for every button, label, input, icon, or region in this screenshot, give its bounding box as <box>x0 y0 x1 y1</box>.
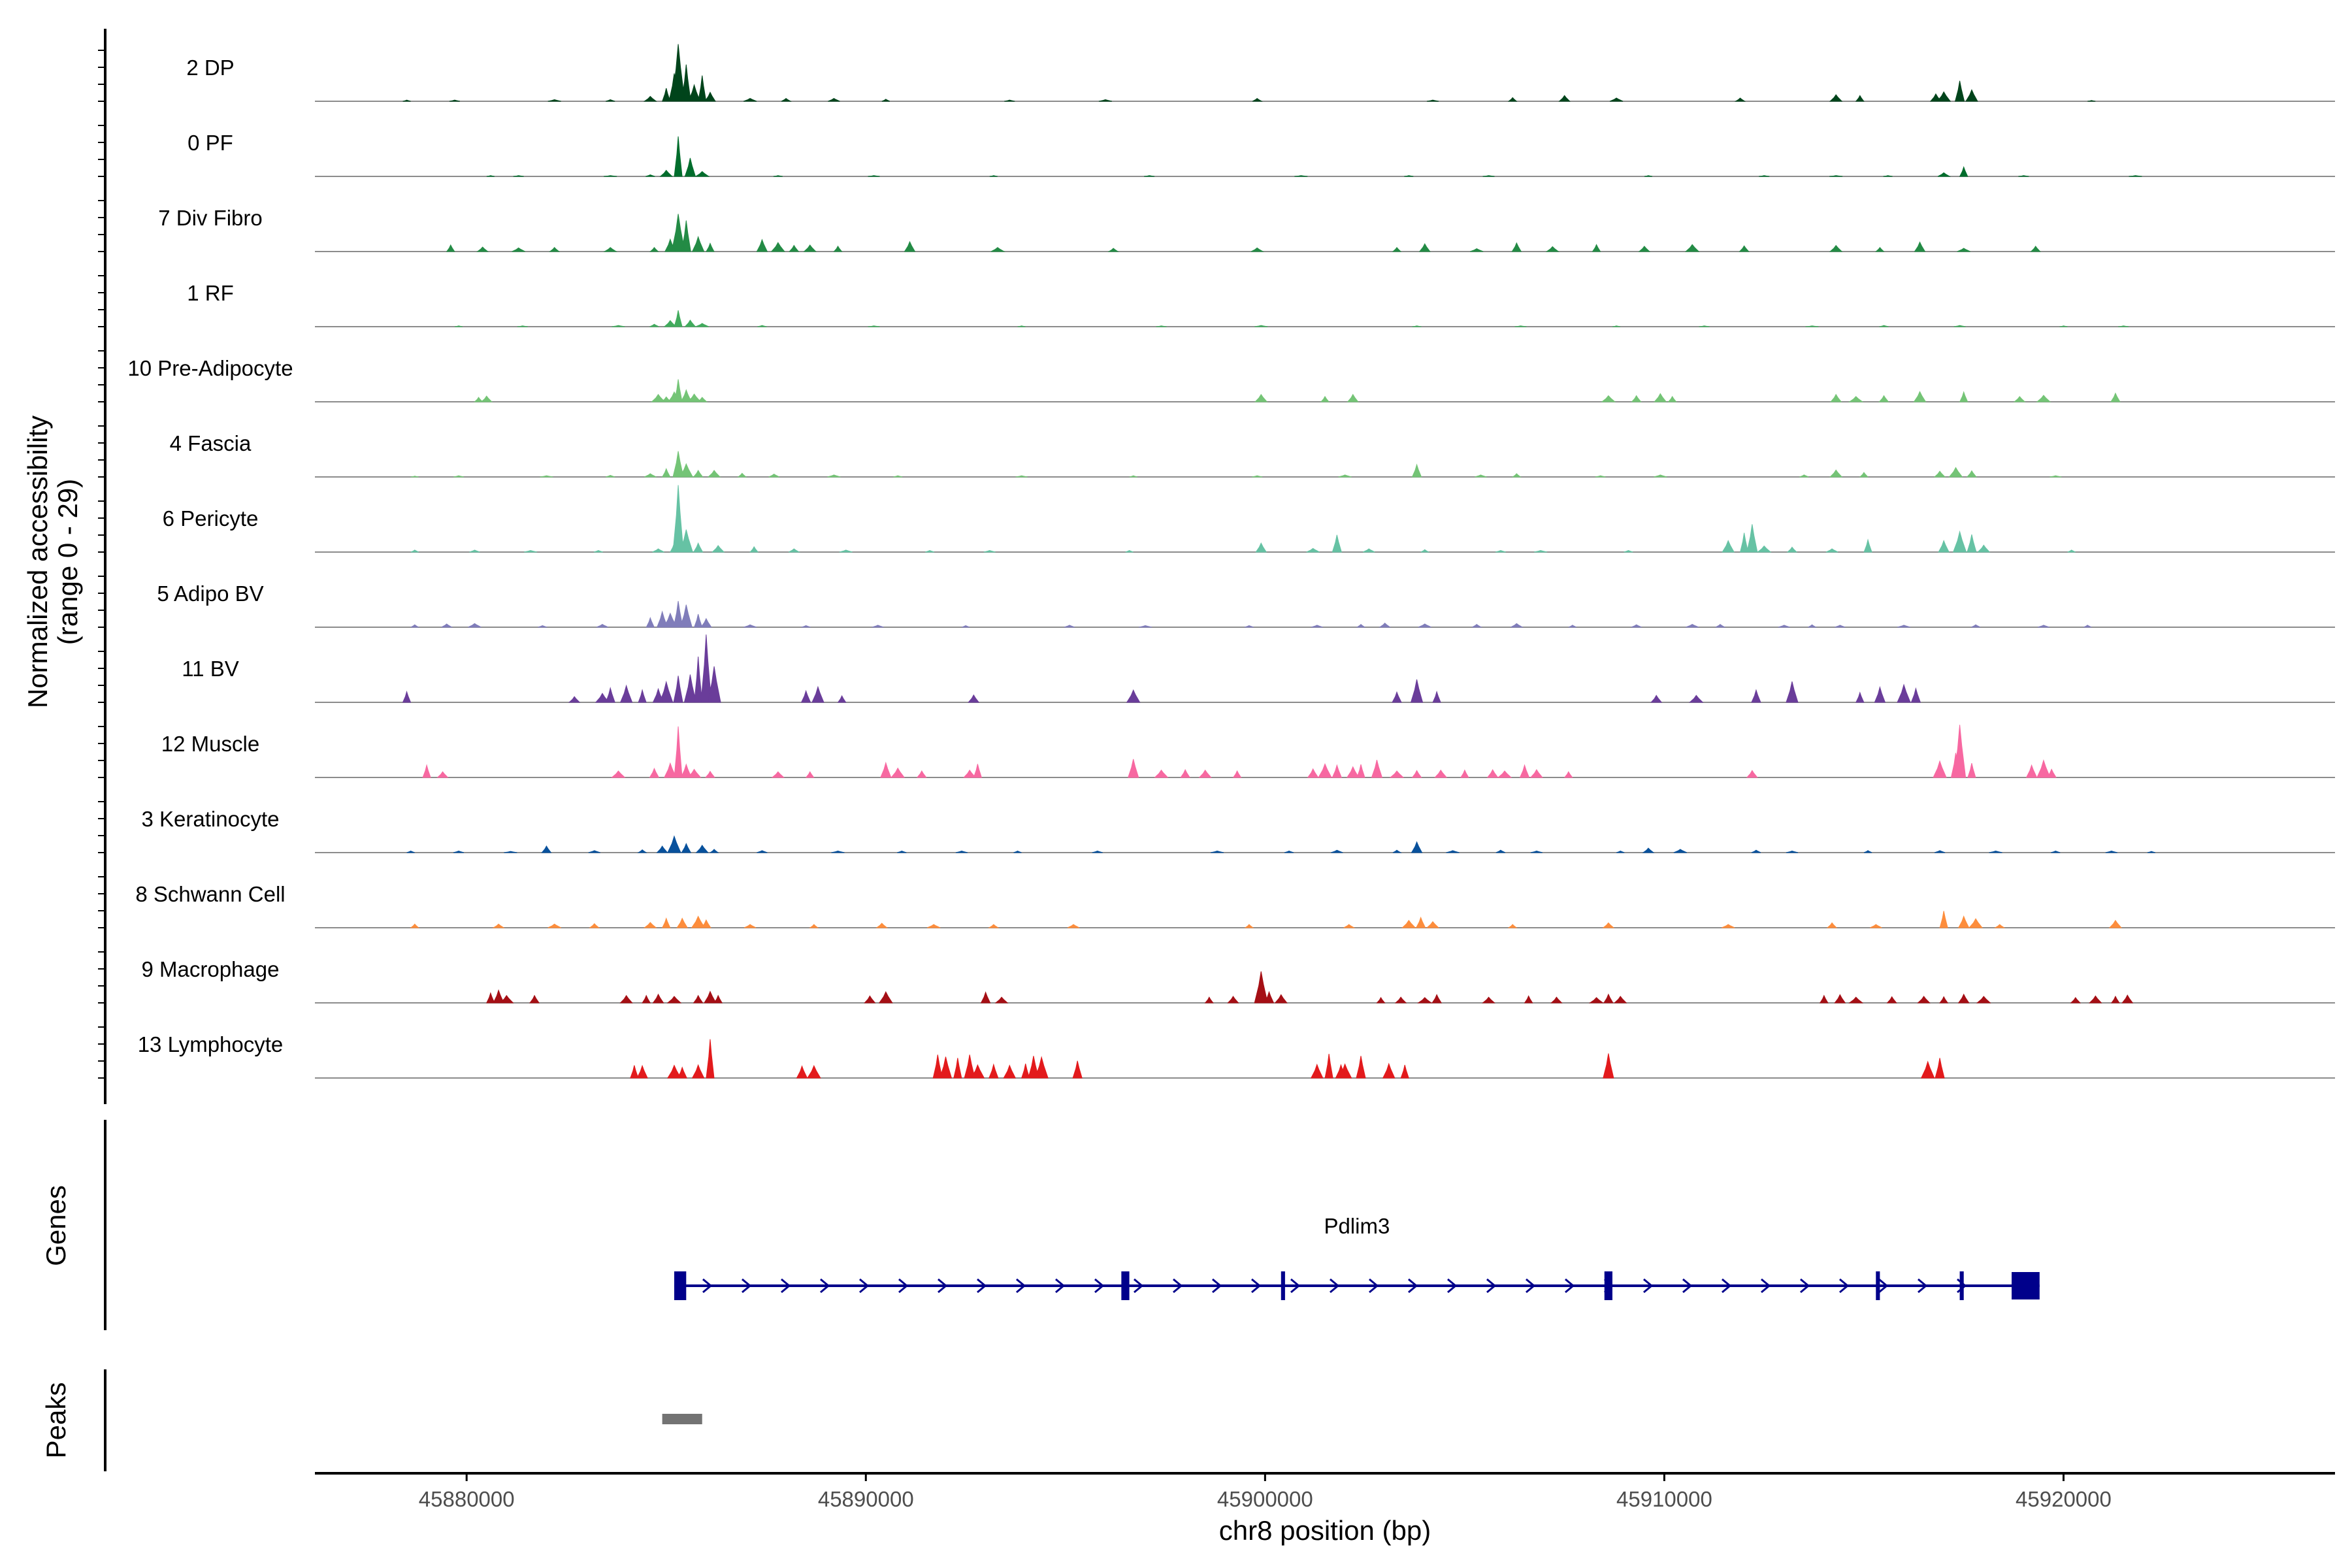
coverage-area <box>402 44 2096 102</box>
coverage-area <box>446 214 2041 252</box>
x-tick-label: 45890000 <box>818 1487 914 1511</box>
coverage-area <box>410 600 2092 628</box>
strand-arrow-icon <box>819 1278 830 1294</box>
track-7: 5 Adipo BV <box>157 581 2335 628</box>
strand-arrow-icon <box>702 1278 713 1294</box>
strand-arrow-icon <box>937 1278 948 1294</box>
track-6: 6 Pericyte <box>163 485 2335 553</box>
strand-arrow-icon <box>1133 1278 1144 1294</box>
track-label: 3 Keratinocyte <box>142 807 280 831</box>
x-axis-label: chr8 position (bp) <box>1219 1515 1431 1546</box>
peak-region <box>662 1414 702 1424</box>
strand-arrow-icon <box>1094 1278 1105 1294</box>
strand-arrow-icon <box>1917 1278 1928 1294</box>
coverage-area <box>486 136 2142 177</box>
x-tick-label: 45900000 <box>1217 1487 1313 1511</box>
track-0: 2 DP <box>186 44 2335 102</box>
x-tick-label: 45910000 <box>1616 1487 1712 1511</box>
strand-arrow-icon <box>1564 1278 1575 1294</box>
gene-exon <box>1876 1271 1880 1300</box>
track-4: 10 Pre-Adipocyte <box>127 356 2335 402</box>
track-label: 1 RF <box>187 281 234 305</box>
track-3: 1 RF <box>187 281 2335 327</box>
strand-arrow-icon <box>1642 1278 1654 1294</box>
strand-arrow-icon <box>1838 1278 1850 1294</box>
strand-arrow-icon <box>1407 1278 1418 1294</box>
track-label: 6 Pericyte <box>163 506 259 531</box>
coverage-tracks: 2 DP 0 PF 7 Div Fibro 1 RF 10 Pre-Adipocyte 4… <box>127 44 2335 1079</box>
track-11: 8 Schwann Cell <box>135 882 2335 928</box>
track-13: 13 Lymphocyte <box>138 1032 2335 1079</box>
track-10: 3 Keratinocyte <box>142 807 2335 853</box>
coverage-area <box>454 310 2129 327</box>
strand-arrow-icon <box>1211 1278 1222 1294</box>
track-8: 11 BV <box>182 634 2335 703</box>
y-axis-label-line1: Normalized accessibility <box>22 416 53 708</box>
track-label: 5 Adipo BV <box>157 581 263 606</box>
strand-arrow-icon <box>1368 1278 1379 1294</box>
strand-arrow-icon <box>1525 1278 1536 1294</box>
track-label: 12 Muscle <box>161 732 259 756</box>
track-label: 10 Pre-Adipocyte <box>127 356 293 380</box>
coverage-area <box>410 911 2123 928</box>
strand-arrow-icon <box>1172 1278 1183 1294</box>
genes-panel-label: Genes <box>41 1185 71 1266</box>
strand-arrow-icon <box>858 1278 870 1294</box>
x-axis: 45880000 45890000 45900000 45910000 45920000 <box>419 1473 2112 1511</box>
peaks-panel-label: Peaks <box>41 1382 71 1459</box>
strand-arrow-icon <box>898 1278 909 1294</box>
coverage-area <box>410 485 2076 553</box>
track-label: 0 PF <box>188 131 233 155</box>
track-9: 12 Muscle <box>161 725 2335 778</box>
gene-exon <box>1121 1271 1130 1300</box>
x-tick-label: 45920000 <box>2016 1487 2112 1511</box>
x-tick-label: 45880000 <box>419 1487 515 1511</box>
gene-name-label: Pdlim3 <box>1324 1214 1390 1238</box>
track-5: 4 Fascia <box>170 431 2335 478</box>
strand-arrow-icon <box>1290 1278 1301 1294</box>
strand-arrow-icon <box>1682 1278 1693 1294</box>
coverage-area <box>406 835 2156 853</box>
track-label: 7 Div Fibro <box>158 206 263 230</box>
peaks-track <box>662 1414 702 1424</box>
gene-exon <box>1959 1271 1964 1300</box>
track-1: 0 PF <box>188 131 2335 177</box>
track-label: 13 Lymphocyte <box>138 1032 284 1056</box>
strand-arrow-icon <box>1878 1278 1889 1294</box>
track-label: 4 Fascia <box>170 431 252 455</box>
strand-arrow-icon <box>1446 1278 1458 1294</box>
coverage-area <box>630 1039 1945 1079</box>
gene-exon <box>1281 1271 1285 1300</box>
strand-arrow-icon <box>780 1278 791 1294</box>
track-label: 11 BV <box>182 657 238 681</box>
track-label: 9 Macrophage <box>142 957 280 981</box>
track-label: 8 Schwann Cell <box>135 882 285 906</box>
strand-arrow-icon <box>1486 1278 1497 1294</box>
strand-arrow-icon <box>1760 1278 1771 1294</box>
strand-arrow-icon <box>1054 1278 1066 1294</box>
strand-arrow-icon <box>1799 1278 1810 1294</box>
y-axis-label-line2: (range 0 - 29) <box>52 479 83 645</box>
strand-arrow-icon <box>1329 1278 1340 1294</box>
track-2: 7 Div Fibro <box>158 206 2335 252</box>
strand-arrow-icon <box>976 1278 987 1294</box>
gene-exon <box>2012 1272 2040 1299</box>
coverage-area <box>410 451 2062 478</box>
coverage-area <box>402 634 1921 703</box>
strand-arrow-icon <box>741 1278 752 1294</box>
coverage-area <box>474 379 2121 402</box>
strand-arrow-icon <box>1250 1278 1262 1294</box>
coverage-area <box>486 971 2134 1004</box>
gene-exon <box>1604 1271 1612 1300</box>
gene-exon <box>674 1271 687 1300</box>
strand-arrow-icon <box>1015 1278 1026 1294</box>
y-axis <box>98 29 106 1104</box>
track-label: 2 DP <box>186 56 234 80</box>
coverage-area <box>422 725 2057 778</box>
gene-track: Pdlim3 <box>674 1214 2040 1300</box>
strand-arrow-icon <box>1721 1278 1732 1294</box>
track-12: 9 Macrophage <box>142 957 2335 1004</box>
